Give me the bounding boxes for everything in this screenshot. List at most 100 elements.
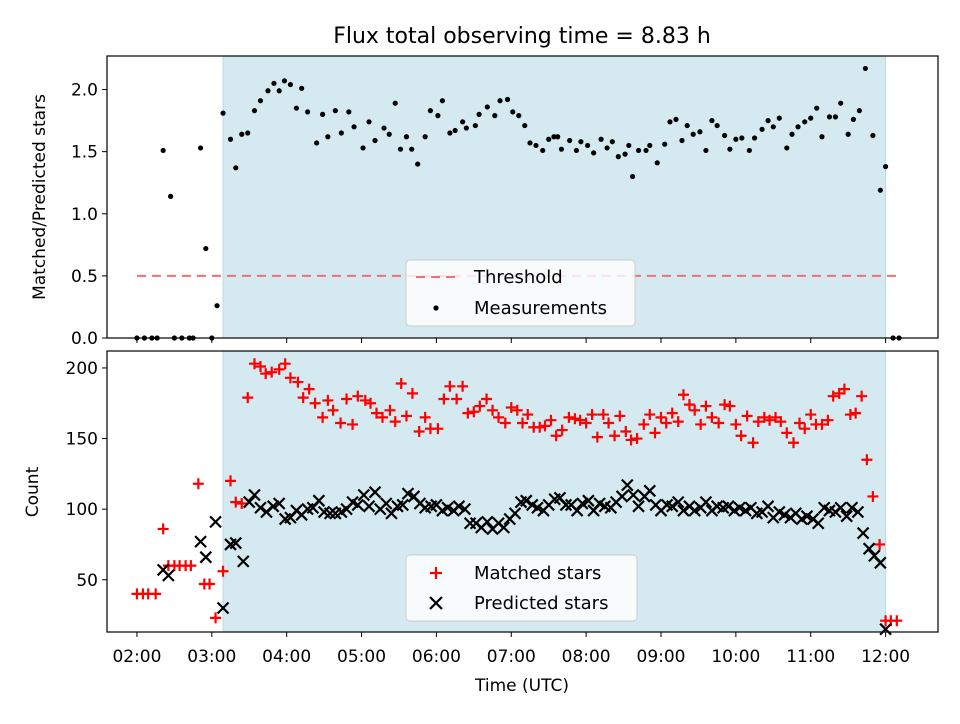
bottom-xlabel: Time (UTC) <box>474 676 569 696</box>
top-measurements <box>134 65 902 341</box>
top-ylabel: Matched/Predicted stars <box>30 94 50 300</box>
measurement-point <box>516 113 522 119</box>
measurement-point <box>751 135 758 141</box>
predicted-star-point <box>834 501 847 515</box>
matched-star-point <box>788 437 800 449</box>
matched-star-point <box>545 414 557 426</box>
measurement-point <box>662 141 668 147</box>
predicted-star-point <box>272 497 286 510</box>
measurement-point <box>338 130 344 136</box>
measurement-point <box>293 105 300 111</box>
measurement-point <box>635 147 642 154</box>
measurement-point <box>220 110 226 116</box>
predicted-star-point <box>627 488 640 502</box>
measurement-point <box>643 147 649 154</box>
matched-star-point <box>850 407 862 419</box>
measurement-point <box>203 245 209 252</box>
measurement-point <box>504 96 511 103</box>
matched-star-point <box>805 409 817 421</box>
chart-title: Flux total observing time = 8.83 h <box>333 24 711 49</box>
matched-star-point <box>309 397 321 409</box>
matched-star-point <box>413 425 425 437</box>
matched-star-point <box>254 361 266 373</box>
bottom-xtick-label: 03:00 <box>187 647 236 667</box>
measurement-point <box>609 139 615 145</box>
top-legend: Threshold Measurements <box>405 259 636 327</box>
matched-star-point <box>317 411 329 423</box>
matched-star-point <box>614 410 626 422</box>
measurement-point <box>629 173 636 180</box>
top-yticks: 0.0 0.5 1.0 1.5 2.0 <box>71 81 107 349</box>
matched-star-point <box>706 411 718 423</box>
legend-predicted-swatch <box>429 596 443 610</box>
matched-star-point <box>741 410 753 422</box>
matched-star-point <box>822 414 834 426</box>
measurement-point <box>168 193 174 199</box>
bottom-xtick-label: 09:00 <box>637 647 686 667</box>
bottom-xtick-label: 04:00 <box>262 647 311 667</box>
measurement-point <box>397 146 404 152</box>
predicted-star-point <box>862 542 876 555</box>
predicted-star-point <box>458 502 472 516</box>
measurement-point <box>463 125 469 131</box>
matched-star-point <box>534 421 546 433</box>
measurement-point <box>882 163 889 170</box>
matched-star-point <box>891 615 903 627</box>
matched-star-point <box>677 389 689 401</box>
predicted-star-point <box>856 526 870 540</box>
predicted-star-point <box>570 504 584 517</box>
matched-star-point <box>303 383 315 395</box>
measurement-point <box>346 109 352 115</box>
matched-star-point <box>563 411 575 423</box>
matched-star-point <box>419 411 431 423</box>
measurement-point <box>415 161 421 167</box>
matched-star-point <box>597 409 609 421</box>
measurement-point <box>709 117 715 124</box>
matched-star-point <box>603 417 615 429</box>
measurement-point <box>733 136 739 142</box>
matched-star-point <box>192 478 204 490</box>
measurement-point <box>332 108 338 114</box>
matched-star-point <box>556 424 568 436</box>
matched-star-point <box>730 418 742 430</box>
matched-star-point <box>660 417 672 429</box>
predicted-star-point <box>351 498 365 512</box>
predicted-stars-points <box>156 478 892 636</box>
predicted-star-point <box>481 515 494 529</box>
predicted-star-point <box>582 494 595 507</box>
measurement-point <box>746 147 752 154</box>
bottom-ytick-label: 50 <box>76 571 98 591</box>
measurement-point <box>276 88 282 94</box>
measurement-point <box>727 146 733 152</box>
measurement-point <box>551 134 557 140</box>
matched-star-point <box>157 523 169 535</box>
top-legend-box <box>405 259 636 327</box>
matched-star-point <box>266 366 278 378</box>
measurement-point <box>814 105 820 111</box>
measurement-point <box>845 131 851 137</box>
matched-star-point <box>365 397 377 409</box>
predicted-star-point <box>396 498 409 512</box>
matched-star-point <box>371 407 383 419</box>
measurement-point <box>795 124 801 130</box>
predicted-star-point <box>559 498 573 512</box>
measurement-point <box>281 78 288 84</box>
measurement-point <box>555 134 561 140</box>
predicted-star-point <box>519 494 533 507</box>
measurement-point <box>784 145 790 151</box>
matched-star-point <box>867 490 879 502</box>
bottom-xtick-label: 07:00 <box>487 647 536 667</box>
predicted-star-point <box>368 485 382 499</box>
measurement-point <box>802 119 808 125</box>
matched-star-point <box>631 433 643 445</box>
bottom-legend-box <box>405 554 638 622</box>
matched-star-point <box>322 394 334 406</box>
measurement-point <box>776 115 782 121</box>
measurement-point <box>452 127 458 134</box>
bottom-xtick-label: 12:00 <box>861 647 910 667</box>
measurement-point <box>558 146 565 152</box>
measurement-point <box>585 142 591 149</box>
predicted-star-point <box>879 622 892 636</box>
legend-predicted-label: Predicted stars <box>474 593 608 614</box>
